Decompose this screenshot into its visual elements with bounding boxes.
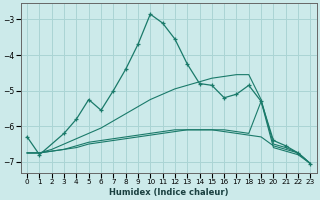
X-axis label: Humidex (Indice chaleur): Humidex (Indice chaleur)	[109, 188, 228, 197]
